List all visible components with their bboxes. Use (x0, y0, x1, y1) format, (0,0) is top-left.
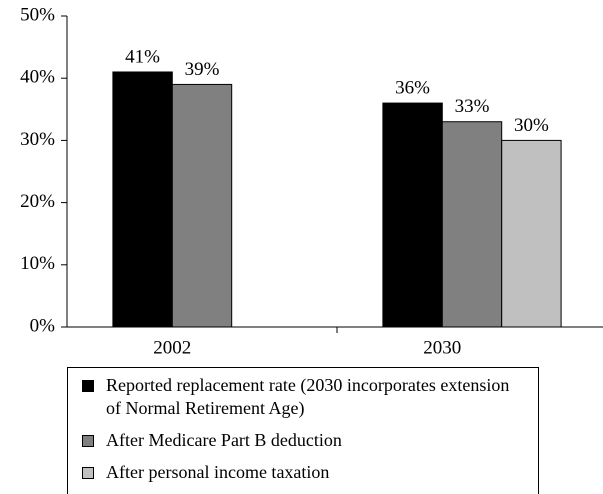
value-label: 33% (455, 96, 490, 117)
legend-label: After personal income taxation (106, 462, 330, 482)
legend-swatch (82, 435, 94, 447)
legend: Reported replacement rate (2030 incorpor… (67, 367, 539, 494)
y-tick-label: 50% (20, 4, 55, 25)
value-label: 41% (125, 46, 160, 67)
y-tick-label: 30% (20, 129, 55, 150)
bar (501, 139, 562, 328)
legend-swatch (82, 467, 94, 479)
x-tick-label: 2030 (423, 337, 461, 358)
bar (112, 71, 173, 328)
legend-swatch (82, 380, 94, 392)
legend-item: After personal income taxation (82, 461, 528, 484)
legend-item: Reported replacement rate (2030 incorpor… (82, 374, 528, 420)
bar (171, 83, 233, 328)
legend-label: Reported replacement rate (2030 incorpor… (106, 375, 510, 418)
y-tick-label: 10% (20, 253, 55, 274)
bar (441, 121, 503, 328)
y-tick-label: 0% (30, 315, 56, 336)
value-label: 36% (395, 77, 430, 98)
value-label: 39% (185, 59, 220, 80)
legend-label: After Medicare Part B deduction (106, 430, 342, 450)
bar (382, 102, 443, 328)
value-label: 30% (514, 115, 549, 136)
y-tick-label: 40% (20, 67, 55, 88)
y-tick-label: 20% (20, 191, 55, 212)
legend-item: After Medicare Part B deduction (82, 429, 528, 452)
x-tick-label: 2002 (153, 337, 191, 358)
